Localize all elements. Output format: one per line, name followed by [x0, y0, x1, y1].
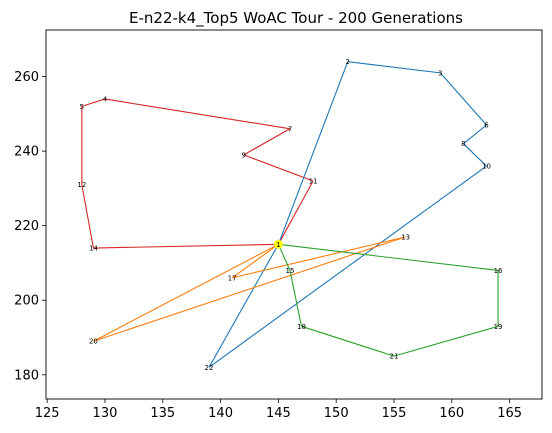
y-tick-label-260: 260	[14, 70, 39, 85]
node-label-18: 18	[297, 323, 306, 331]
node-label-14: 14	[89, 245, 98, 253]
node-label-19: 19	[494, 323, 503, 331]
x-tick-label-130: 130	[93, 406, 118, 421]
route-4-edge-1-16	[278, 243, 499, 271]
route-3-edge-20-13	[93, 236, 406, 342]
node-label-17: 17	[228, 274, 237, 282]
y-tick-label-220: 220	[14, 219, 39, 234]
route-2-edge-3-6	[439, 72, 487, 126]
node-label-9: 9	[241, 151, 245, 159]
node-label-8: 8	[461, 140, 465, 148]
route-1-edge-1-11	[277, 180, 314, 245]
route-4-edge-21-18	[301, 325, 395, 357]
route-1-edge-14-1	[93, 243, 279, 249]
node-label-2: 2	[346, 58, 350, 66]
node-label-20: 20	[89, 338, 98, 346]
x-tick-label-140: 140	[208, 406, 233, 421]
plot-frame	[45, 29, 543, 400]
route-1-edge-12-14	[81, 184, 94, 249]
y-axis: 180 200 220 240 260	[14, 70, 46, 383]
node-label-6: 6	[484, 122, 489, 130]
route-2-edge-6-8	[463, 124, 487, 145]
x-tick-label-145: 145	[266, 406, 291, 421]
node-label-4: 4	[103, 95, 108, 103]
route-2-edge-1-2	[277, 61, 349, 245]
route-3-edge-17-1	[231, 243, 279, 279]
y-tick-label-200: 200	[14, 294, 39, 309]
x-tick-label-135: 135	[150, 406, 175, 421]
node-label-5: 5	[80, 103, 84, 111]
node-label-3: 3	[438, 69, 442, 77]
route-4-edge-15-1	[277, 244, 291, 271]
route-1-edge-7-4	[104, 98, 291, 130]
node-label-7: 7	[288, 125, 292, 133]
x-tick-label-150: 150	[324, 406, 349, 421]
x-tick-label-160: 160	[439, 406, 464, 421]
node-label-22: 22	[205, 364, 214, 372]
route-1-edge-9-7	[243, 128, 291, 156]
route-2-edge-10-22	[208, 165, 487, 368]
node-label-21: 21	[390, 353, 399, 361]
route-2-edge-8-10	[462, 143, 487, 167]
x-tick-label-125: 125	[35, 406, 60, 421]
node-label-13: 13	[401, 233, 410, 241]
route-1-edge-4-5	[81, 98, 106, 107]
x-tick-label-155: 155	[382, 406, 407, 421]
route-4-edge-19-21	[393, 325, 499, 357]
node-label-1: 1	[276, 241, 280, 249]
route-4-edge-18-15	[289, 270, 303, 327]
depot-marker	[273, 239, 283, 249]
node-label-12: 12	[77, 181, 86, 189]
route-2-edge-2-3	[347, 61, 441, 74]
route-3-edge-13-17	[232, 236, 406, 279]
route-1-edge-11-9	[243, 154, 314, 182]
x-axis: 125 130 135 140 145 150 155 160 165	[35, 399, 522, 421]
node-label-11: 11	[309, 177, 318, 185]
x-tick-label-165: 165	[497, 406, 522, 421]
node-label-15: 15	[285, 267, 294, 275]
y-tick-label-180: 180	[14, 368, 39, 383]
node-label-10: 10	[482, 163, 491, 171]
route-2-edge-22-1	[208, 244, 279, 368]
route-3-edge-1-20	[93, 243, 279, 342]
y-tick-label-240: 240	[14, 145, 39, 160]
chart-title: E-n22-k4_Top5 WoAC Tour - 200 Generation…	[129, 9, 463, 28]
node-label-16: 16	[494, 267, 503, 275]
routes-layer	[81, 61, 499, 368]
